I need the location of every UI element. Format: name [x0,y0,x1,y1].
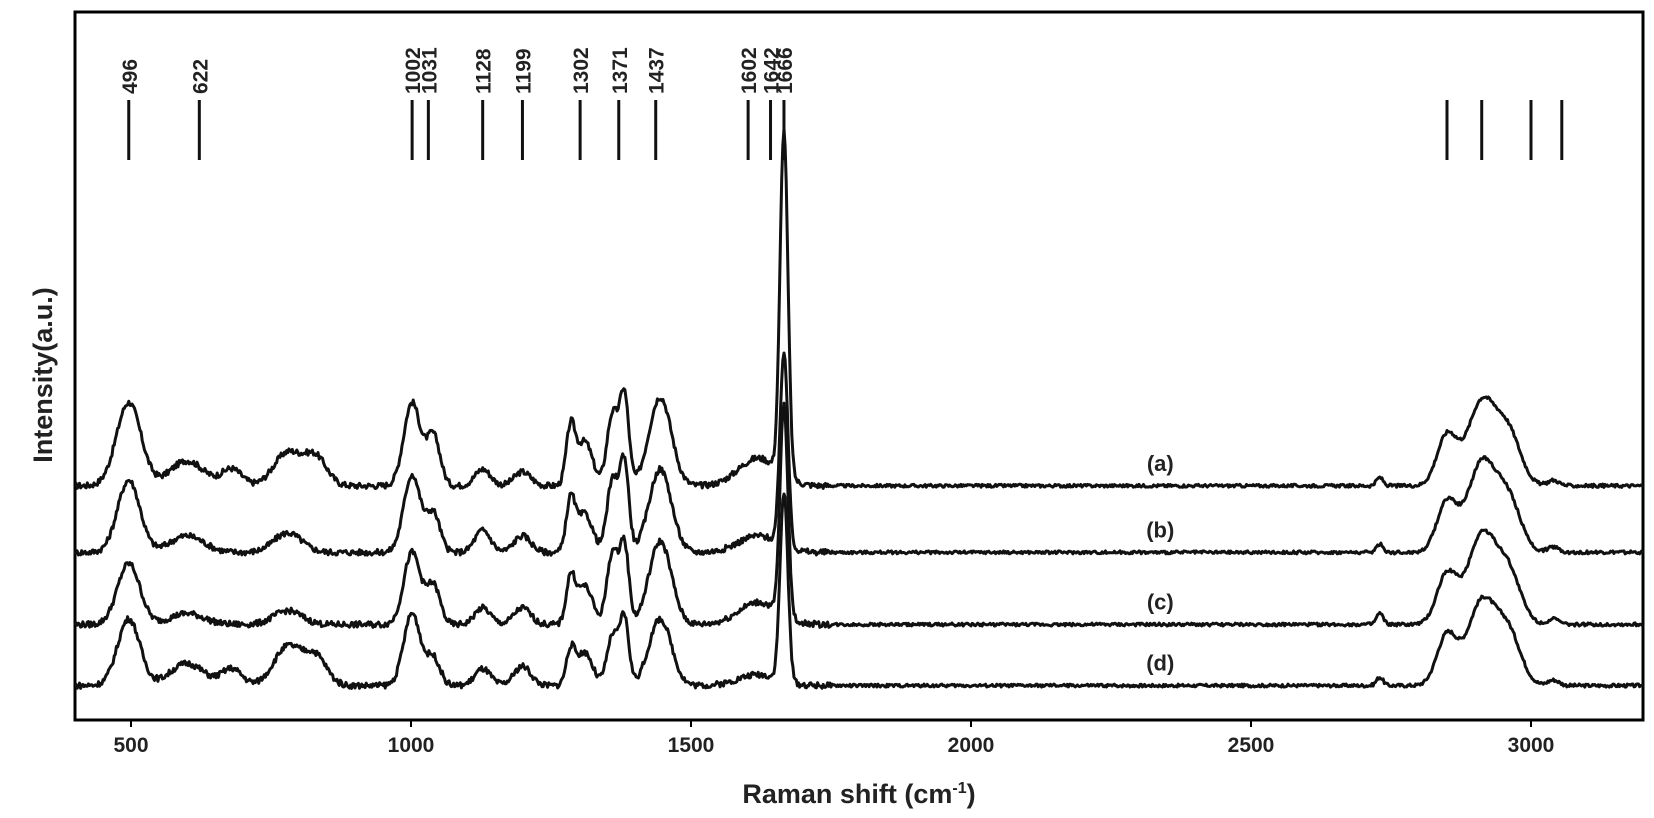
spectra-layer: (a) (b) (c) (d) [73,127,1645,690]
peak-label-1642: 1642 [761,47,784,94]
peak-label-1002: 1002 [402,47,425,94]
peak-label-496: 496 [119,59,142,94]
x-tick-label-2000: 2000 [948,734,995,757]
x-axis-label: Raman shift (cm-1) [742,779,975,809]
spectrum-label-d: (d) [1146,651,1174,676]
x-tick-label-3000: 3000 [1508,734,1555,757]
peak-label-1128: 1128 [473,48,496,94]
spectrum-b [73,351,1645,557]
spectrum-d [74,492,1645,690]
x-axis-label-superscript: -1 [952,780,966,797]
spectrum-label-c: (c) [1147,590,1174,615]
x-axis-label-main: Raman shift (cm [742,779,952,809]
peak-label-1437: 1437 [646,47,669,94]
spectrum-a [74,127,1645,490]
x-tick-label-1000: 1000 [388,734,435,757]
peak-label-1602: 1602 [738,47,761,94]
x-tick-label-1500: 1500 [668,734,715,757]
x-axis-label-suffix: ) [967,779,976,809]
y-axis-label: Intensity(a.u.) [28,287,58,463]
peak-label-1371: 1371 [609,47,632,94]
peak-label-1302: 1302 [570,47,593,94]
spectrum-label-a: (a) [1147,451,1174,476]
x-axis-ticks: 500 1000 1500 2000 2500 3000 [113,720,1554,757]
peak-label-622: 622 [189,59,212,94]
peak-label-1031: 1031 [418,47,441,94]
peak-label-1199: 1199 [512,48,535,94]
spectrum-c [73,401,1644,629]
plot-frame [73,10,1645,722]
x-tick-label-500: 500 [113,734,148,757]
peak-label-1666: 1666 [774,47,797,94]
spectrum-label-b: (b) [1146,517,1174,542]
x-tick-label-2500: 2500 [1228,734,1275,757]
